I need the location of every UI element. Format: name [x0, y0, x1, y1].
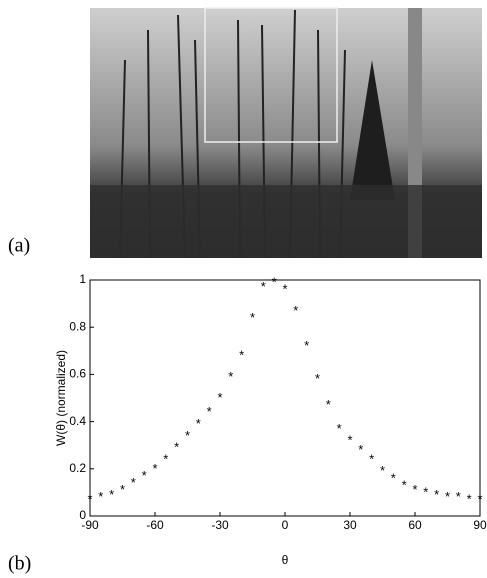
data-point: * [326, 397, 331, 412]
data-point: * [261, 279, 266, 294]
y-tick-label: 1 [79, 272, 86, 286]
y-tick-label: 0.4 [69, 414, 86, 428]
y-tick-label: 0.6 [69, 367, 86, 381]
data-point: * [347, 433, 352, 448]
data-point: * [369, 451, 374, 466]
y-axis-label: W(θ) (normalized) [54, 350, 68, 446]
data-point: * [358, 442, 363, 457]
y-tick-label: 0 [79, 508, 86, 522]
data-point: * [196, 416, 201, 431]
data-point: * [380, 463, 385, 478]
data-point: * [174, 440, 179, 455]
data-point: * [434, 487, 439, 502]
data-point: * [423, 484, 428, 499]
data-point: * [87, 492, 92, 507]
data-point: * [391, 470, 396, 485]
data-point: * [282, 282, 287, 297]
data-point: * [467, 492, 472, 507]
x-tick-label: 0 [282, 518, 289, 532]
data-point: * [250, 310, 255, 325]
data-point: * [142, 468, 147, 483]
x-tick-label: 90 [473, 518, 487, 532]
x-tick-label: -90 [81, 518, 99, 532]
panel-label: (a) [8, 235, 30, 257]
data-point: * [131, 475, 136, 490]
data-point: * [337, 421, 342, 436]
x-axis-label: θ [282, 553, 289, 567]
data-point: * [207, 404, 212, 419]
data-point: * [315, 371, 320, 386]
data-point: * [109, 487, 114, 502]
y-tick-label: 0.2 [69, 461, 86, 475]
data-point: * [304, 338, 309, 353]
x-tick-label: -60 [146, 518, 164, 532]
data-point: * [120, 482, 125, 497]
photo [90, 7, 482, 259]
data-point: * [402, 477, 407, 492]
data-point: * [456, 489, 461, 504]
x-tick-label: 60 [408, 518, 422, 532]
data-point: * [163, 451, 168, 466]
data-point: * [152, 461, 157, 476]
data-point: * [239, 348, 244, 363]
data-point: * [185, 428, 190, 443]
panel-label: (b) [8, 553, 31, 575]
data-point: * [445, 489, 450, 504]
plot-frame [89, 279, 481, 517]
data-point: * [98, 489, 103, 504]
x-tick-label: 30 [343, 518, 357, 532]
data-point: * [228, 369, 233, 384]
data-point: * [293, 303, 298, 318]
data-point: * [272, 274, 277, 289]
data-point: * [412, 482, 417, 497]
y-tick-label: 0.8 [69, 319, 86, 333]
data-point: * [217, 390, 222, 405]
data-point: * [477, 492, 482, 507]
x-tick-label: -30 [211, 518, 229, 532]
